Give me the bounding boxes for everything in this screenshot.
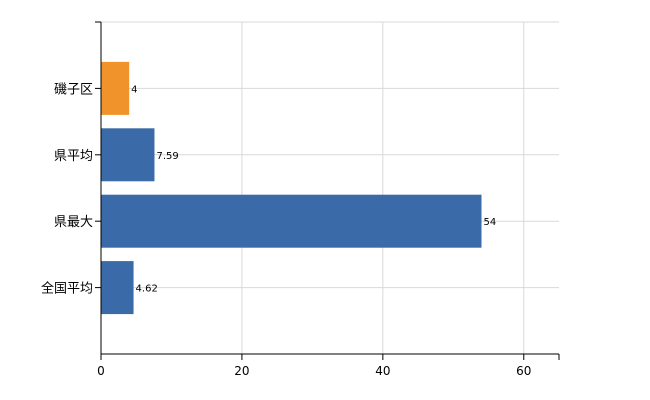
category-label: 県平均 (54, 149, 93, 164)
gridlines (101, 21, 559, 354)
bar (101, 61, 130, 115)
x-ticks: 0 20 40 60 (95, 21, 560, 378)
data-label: 54 (483, 217, 496, 228)
x-tick-label: 0 (97, 364, 105, 378)
bar (101, 128, 155, 182)
data-label: 4.62 (136, 284, 158, 295)
data-label: 4 (131, 84, 137, 95)
x-tick-label: 60 (516, 364, 531, 378)
category-label: 全国平均 (41, 281, 93, 297)
x-tick-label: 40 (375, 364, 390, 378)
x-tick-label: 20 (234, 364, 249, 378)
axes (100, 22, 559, 355)
category-label: 磯子区 (54, 82, 93, 97)
data-label: 7.59 (156, 151, 178, 162)
bar (101, 261, 134, 315)
bar (101, 194, 482, 248)
category-label: 県最大 (54, 215, 93, 230)
data-labels: 4 7.59 54 4.62 (131, 84, 496, 294)
bars (101, 61, 482, 315)
